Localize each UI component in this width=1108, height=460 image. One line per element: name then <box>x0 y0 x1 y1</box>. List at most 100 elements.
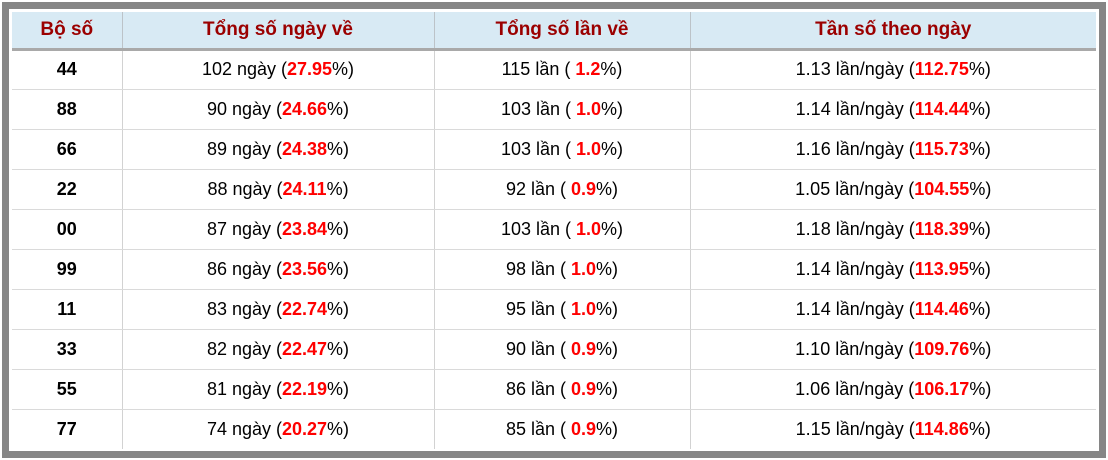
table-row: 00 87 ngày (23.84%) 103 lần ( 1.0%) 1.18… <box>12 209 1096 250</box>
percent-close: %) <box>327 378 350 399</box>
days-text: 86 ngày ( <box>206 258 282 279</box>
percent-close: %) <box>968 298 991 319</box>
days-text: 83 ngày ( <box>206 298 282 319</box>
days-percent: 23.56 <box>282 258 328 279</box>
times-text: 115 lần ( <box>501 59 576 79</box>
pair-cell: 99 <box>12 249 123 290</box>
percent-close: %) <box>969 338 992 359</box>
days-text: 89 ngày ( <box>206 138 282 159</box>
column-header-days: Tổng số ngày về <box>122 12 435 51</box>
times-percent: 0.9 <box>571 418 597 439</box>
pair-cell: 33 <box>12 329 123 370</box>
percent-close: %) <box>327 218 350 239</box>
freq-percent: 104.55 <box>914 178 970 199</box>
pair-cell: 22 <box>12 169 123 210</box>
times-text: 85 lần ( <box>505 418 571 439</box>
percent-close: %) <box>327 258 350 279</box>
percent-close: %) <box>596 298 619 319</box>
days-cell: 82 ngày (22.47%) <box>122 329 435 370</box>
percent-close: %) <box>601 98 624 119</box>
pair-cell: 11 <box>12 289 123 330</box>
freq-text: 1.14 lần/ngày ( <box>795 298 915 319</box>
days-text: 102 ngày ( <box>201 59 287 79</box>
freq-cell: 1.06 lần/ngày (106.17%) <box>690 369 1096 410</box>
times-percent: 1.2 <box>575 59 601 79</box>
days-text: 90 ngày ( <box>206 98 282 119</box>
days-text: 81 ngày ( <box>206 378 282 399</box>
freq-text: 1.14 lần/ngày ( <box>795 98 915 119</box>
percent-close: %) <box>968 98 991 119</box>
table-row: 77 74 ngày (20.27%) 85 lần ( 0.9%) 1.15 … <box>12 409 1096 449</box>
days-cell: 86 ngày (23.56%) <box>122 249 435 290</box>
freq-text: 1.16 lần/ngày ( <box>795 138 915 159</box>
days-cell: 90 ngày (24.66%) <box>122 89 435 130</box>
days-percent: 20.27 <box>282 418 328 439</box>
percent-close: %) <box>327 338 350 359</box>
freq-text: 1.10 lần/ngày ( <box>795 338 915 359</box>
times-cell: 98 lần ( 1.0%) <box>434 249 691 290</box>
times-percent: 1.0 <box>576 218 602 239</box>
times-cell: 85 lần ( 0.9%) <box>434 409 691 449</box>
table-row: 33 82 ngày (22.47%) 90 lần ( 0.9%) 1.10 … <box>12 329 1096 370</box>
freq-percent: 115.73 <box>914 138 969 159</box>
times-percent: 1.0 <box>571 298 597 319</box>
times-text: 98 lần ( <box>505 258 571 279</box>
freq-cell: 1.16 lần/ngày (115.73%) <box>690 129 1096 170</box>
percent-close: %) <box>968 59 991 79</box>
percent-close: %) <box>596 418 619 439</box>
freq-cell: 1.10 lần/ngày (109.76%) <box>690 329 1096 370</box>
freq-text: 1.06 lần/ngày ( <box>795 378 915 399</box>
days-percent: 22.19 <box>282 378 328 399</box>
times-percent: 1.0 <box>576 138 602 159</box>
freq-percent: 114.44 <box>914 98 969 119</box>
times-text: 103 lần ( <box>500 138 577 159</box>
percent-close: %) <box>332 59 355 79</box>
table-row: 44 102 ngày (27.95%) 115 lần ( 1.2%) 1.1… <box>12 49 1096 90</box>
days-percent: 24.11 <box>282 178 327 199</box>
percent-close: %) <box>596 258 619 279</box>
percent-close: %) <box>968 418 991 439</box>
times-cell: 95 lần ( 1.0%) <box>434 289 691 330</box>
times-text: 103 lần ( <box>500 98 577 119</box>
days-percent: 24.38 <box>282 138 328 159</box>
times-percent: 0.9 <box>571 178 597 199</box>
times-percent: 0.9 <box>571 338 597 359</box>
times-percent: 1.0 <box>576 98 602 119</box>
freq-percent: 118.39 <box>914 218 969 239</box>
table-row: 88 90 ngày (24.66%) 103 lần ( 1.0%) 1.14… <box>12 89 1096 130</box>
days-cell: 88 ngày (24.11%) <box>122 169 435 210</box>
table-row: 11 83 ngày (22.74%) 95 lần ( 1.0%) 1.14 … <box>12 289 1096 330</box>
pair-cell: 88 <box>12 89 123 130</box>
freq-text: 1.05 lần/ngày ( <box>795 178 915 199</box>
days-cell: 89 ngày (24.38%) <box>122 129 435 170</box>
percent-close: %) <box>968 258 991 279</box>
days-text: 82 ngày ( <box>206 338 282 359</box>
percent-close: %) <box>601 138 624 159</box>
times-percent: 1.0 <box>571 258 597 279</box>
days-percent: 23.84 <box>282 218 328 239</box>
column-header-freq: Tần số theo ngày <box>690 12 1096 51</box>
percent-close: %) <box>969 178 992 199</box>
times-cell: 90 lần ( 0.9%) <box>434 329 691 370</box>
times-text: 90 lần ( <box>505 338 571 359</box>
days-cell: 83 ngày (22.74%) <box>122 289 435 330</box>
freq-percent: 113.95 <box>914 258 969 279</box>
times-cell: 86 lần ( 0.9%) <box>434 369 691 410</box>
times-cell: 103 lần ( 1.0%) <box>434 89 691 130</box>
column-header-times: Tổng số lần về <box>434 12 691 51</box>
table-row: 55 81 ngày (22.19%) 86 lần ( 0.9%) 1.06 … <box>12 369 1096 410</box>
times-text: 103 lần ( <box>500 218 577 239</box>
percent-close: %) <box>596 178 619 199</box>
days-percent: 27.95 <box>287 59 333 79</box>
freq-percent: 106.17 <box>914 378 970 399</box>
pair-cell: 66 <box>12 129 123 170</box>
pair-cell: 00 <box>12 209 123 250</box>
percent-close: %) <box>327 298 350 319</box>
times-text: 86 lần ( <box>505 378 571 399</box>
percent-close: %) <box>327 98 350 119</box>
freq-cell: 1.05 lần/ngày (104.55%) <box>690 169 1096 210</box>
days-percent: 24.66 <box>282 98 328 119</box>
days-cell: 74 ngày (20.27%) <box>122 409 435 449</box>
pair-cell: 44 <box>12 49 123 90</box>
